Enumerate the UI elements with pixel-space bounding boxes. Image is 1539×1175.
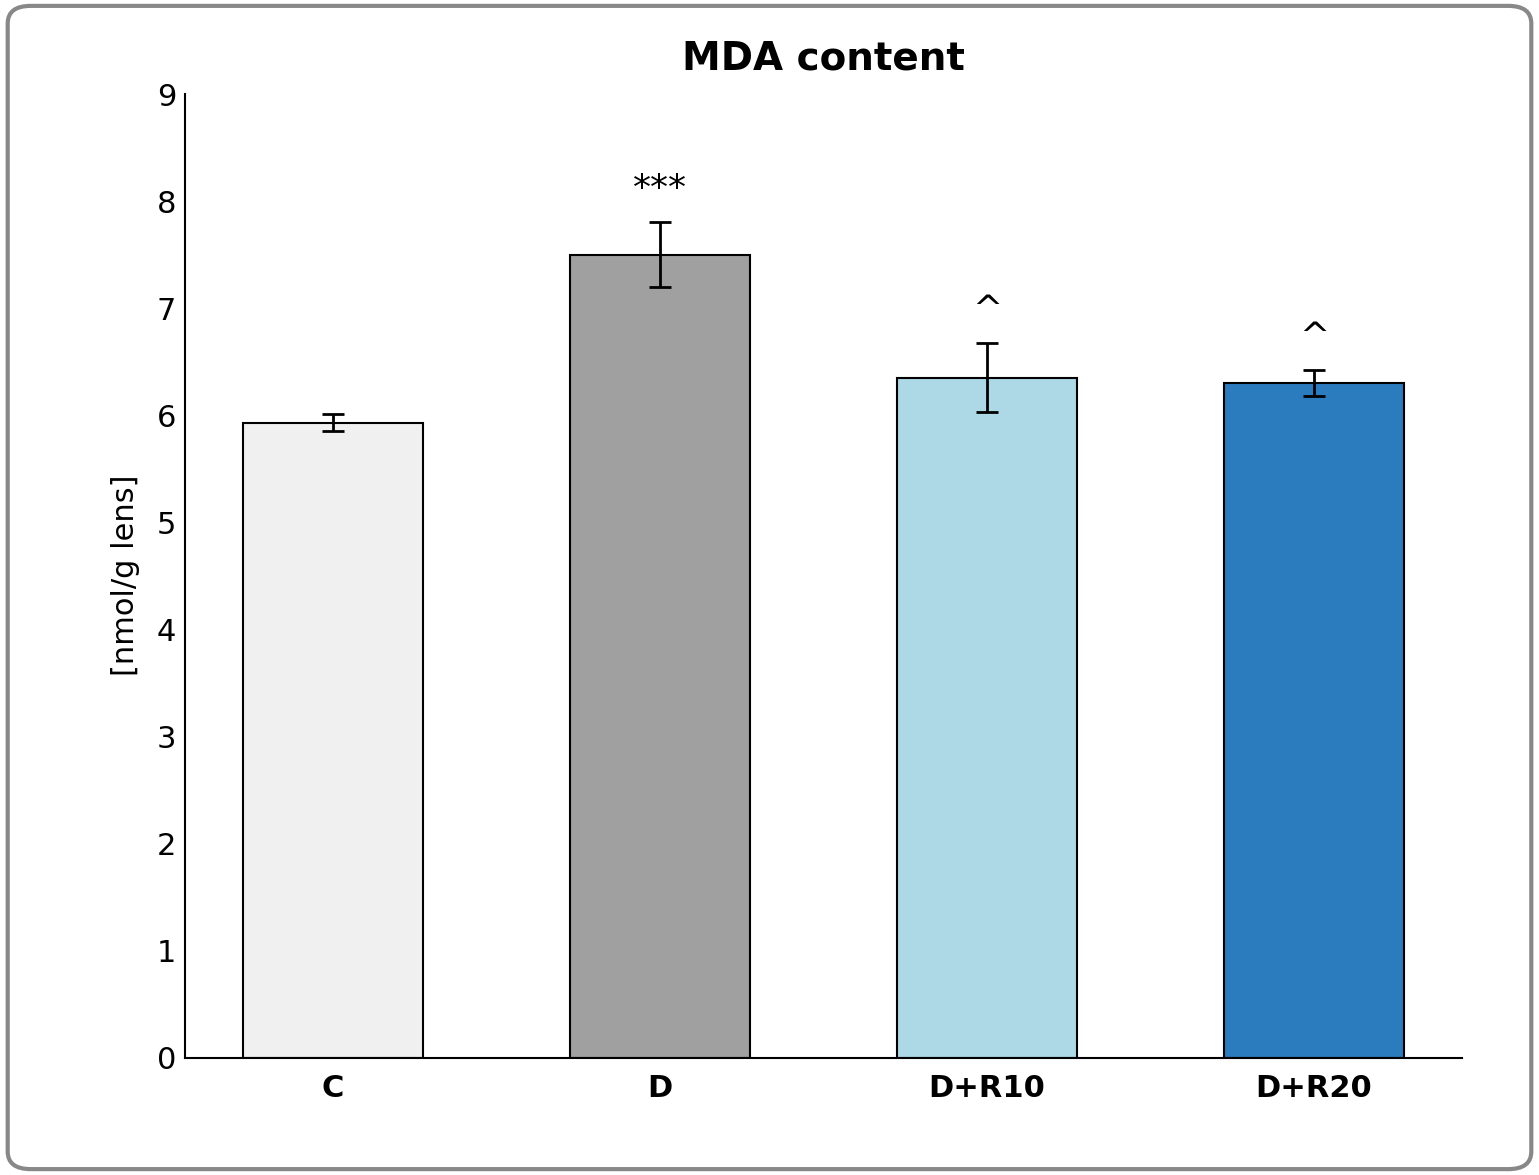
Text: ***: *** <box>633 173 686 207</box>
Text: ^: ^ <box>971 294 1002 328</box>
Bar <box>897 377 1077 1058</box>
Bar <box>243 423 423 1058</box>
Bar <box>1224 383 1404 1058</box>
Text: ^: ^ <box>1299 320 1330 354</box>
Title: MDA content: MDA content <box>682 39 965 78</box>
Y-axis label: [nmol/g lens]: [nmol/g lens] <box>111 475 140 677</box>
Bar <box>569 255 749 1058</box>
